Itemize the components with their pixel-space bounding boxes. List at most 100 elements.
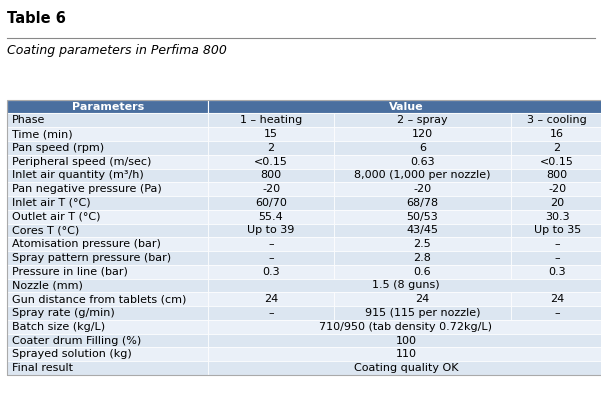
Bar: [7, 155, 208, 169]
Bar: [7, 100, 208, 114]
Text: 16: 16: [550, 129, 564, 139]
Text: 55.4: 55.4: [259, 212, 284, 222]
Text: 3 – cooling: 3 – cooling: [527, 115, 587, 126]
Text: Batch size (kg/L): Batch size (kg/L): [11, 322, 105, 332]
Text: Coater drum Filling (%): Coater drum Filling (%): [11, 335, 141, 346]
Text: –: –: [268, 239, 274, 249]
Text: Spray pattern pressure (bar): Spray pattern pressure (bar): [11, 253, 171, 263]
Text: 68/78: 68/78: [406, 198, 438, 208]
Text: 2.8: 2.8: [414, 253, 431, 263]
Bar: [208, 182, 334, 196]
Bar: [7, 196, 208, 210]
Bar: [7, 279, 208, 292]
Bar: [510, 210, 602, 224]
Text: Time (min): Time (min): [11, 129, 72, 139]
Bar: [334, 306, 510, 320]
Text: Peripheral speed (m/sec): Peripheral speed (m/sec): [11, 157, 151, 167]
Text: 0.3: 0.3: [548, 267, 566, 277]
Text: 8,000 (1,000 per nozzle): 8,000 (1,000 per nozzle): [354, 170, 491, 181]
Text: –: –: [554, 308, 560, 318]
Bar: [510, 182, 602, 196]
Text: –: –: [554, 253, 560, 263]
Bar: [208, 334, 602, 347]
Text: 43/45: 43/45: [406, 225, 438, 236]
Bar: [7, 265, 208, 279]
Bar: [7, 334, 208, 347]
Text: Outlet air T (°C): Outlet air T (°C): [11, 212, 100, 222]
Bar: [7, 127, 208, 141]
Text: <0.15: <0.15: [254, 157, 288, 167]
Bar: [208, 237, 334, 251]
Bar: [7, 141, 208, 155]
Text: –: –: [268, 308, 274, 318]
Text: Sprayed solution (kg): Sprayed solution (kg): [11, 349, 131, 359]
Text: -20: -20: [414, 184, 432, 194]
Text: 1.5 (8 guns): 1.5 (8 guns): [372, 280, 439, 291]
Bar: [208, 347, 602, 361]
Text: Parameters: Parameters: [72, 102, 144, 112]
Bar: [334, 114, 510, 127]
Text: 24: 24: [264, 294, 278, 304]
Bar: [334, 237, 510, 251]
Bar: [510, 114, 602, 127]
Bar: [208, 224, 334, 237]
Bar: [7, 292, 208, 306]
Bar: [7, 224, 208, 237]
Text: 2.5: 2.5: [414, 239, 431, 249]
Text: 50/53: 50/53: [406, 212, 438, 222]
Bar: [334, 292, 510, 306]
Text: 24: 24: [415, 294, 429, 304]
Bar: [510, 155, 602, 169]
Text: 110: 110: [396, 349, 417, 359]
Bar: [208, 292, 334, 306]
Text: 710/950 (tab density 0.72kg/L): 710/950 (tab density 0.72kg/L): [320, 322, 492, 332]
Text: -20: -20: [262, 184, 280, 194]
Bar: [334, 251, 510, 265]
Text: 0.63: 0.63: [410, 157, 435, 167]
Bar: [7, 361, 208, 375]
Bar: [510, 251, 602, 265]
Text: Cores T (°C): Cores T (°C): [11, 225, 79, 236]
Bar: [334, 196, 510, 210]
Bar: [208, 320, 602, 334]
Text: –: –: [554, 239, 560, 249]
Bar: [334, 127, 510, 141]
Text: 800: 800: [547, 170, 568, 181]
Bar: [208, 127, 334, 141]
Text: Atomisation pressure (bar): Atomisation pressure (bar): [11, 239, 161, 249]
Bar: [7, 169, 208, 182]
Bar: [208, 100, 602, 114]
Text: Spray rate (g/min): Spray rate (g/min): [11, 308, 114, 318]
Bar: [7, 114, 208, 127]
Bar: [7, 320, 208, 334]
Text: 6: 6: [419, 143, 426, 153]
Bar: [208, 114, 334, 127]
Text: Pan speed (rpm): Pan speed (rpm): [11, 143, 104, 153]
Bar: [7, 251, 208, 265]
Text: Inlet air T (°C): Inlet air T (°C): [11, 198, 90, 208]
Text: 0.6: 0.6: [414, 267, 431, 277]
Text: 2 – spray: 2 – spray: [397, 115, 448, 126]
Bar: [208, 361, 602, 375]
Bar: [510, 224, 602, 237]
Text: 24: 24: [550, 294, 564, 304]
Bar: [7, 306, 208, 320]
Text: 60/70: 60/70: [255, 198, 287, 208]
Bar: [334, 169, 510, 182]
Bar: [334, 155, 510, 169]
Bar: [208, 169, 334, 182]
Bar: [510, 141, 602, 155]
Text: 15: 15: [264, 129, 278, 139]
Bar: [208, 279, 602, 292]
Text: 20: 20: [550, 198, 564, 208]
Text: 30.3: 30.3: [545, 212, 569, 222]
Text: 120: 120: [412, 129, 433, 139]
Bar: [7, 100, 602, 375]
Bar: [208, 155, 334, 169]
Bar: [334, 265, 510, 279]
Bar: [334, 224, 510, 237]
Bar: [208, 210, 334, 224]
Text: Nozzle (mm): Nozzle (mm): [11, 280, 82, 291]
Bar: [510, 196, 602, 210]
Bar: [334, 210, 510, 224]
